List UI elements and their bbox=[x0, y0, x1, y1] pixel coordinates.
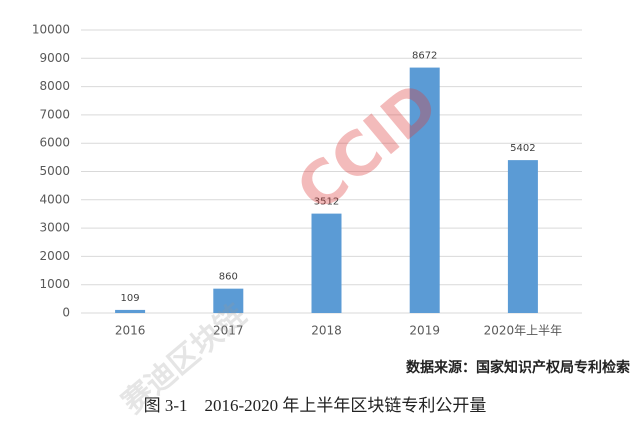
source-note: 数据来源：国家知识产权局专利检索 bbox=[406, 359, 630, 376]
y-tick-label: 3000 bbox=[39, 221, 70, 235]
bar bbox=[213, 288, 244, 313]
y-tick-label: 5000 bbox=[39, 164, 70, 178]
data-label: 3512 bbox=[314, 197, 339, 208]
y-tick-label: 9000 bbox=[39, 51, 70, 65]
bar bbox=[311, 213, 342, 313]
data-label: 5402 bbox=[510, 143, 535, 154]
y-tick-label: 1000 bbox=[39, 277, 70, 291]
bar bbox=[507, 160, 538, 313]
y-tick-label: 4000 bbox=[39, 192, 70, 206]
y-tick-label: 0 bbox=[62, 306, 70, 320]
x-tick-label: 2016 bbox=[115, 324, 146, 338]
data-label: 860 bbox=[219, 272, 238, 283]
x-tick-label: 2020年上半年 bbox=[484, 324, 563, 338]
bar bbox=[115, 309, 146, 313]
y-tick-label: 7000 bbox=[39, 107, 70, 121]
y-tick-label: 6000 bbox=[39, 136, 70, 150]
x-tick-label: 2019 bbox=[409, 324, 440, 338]
y-tick-label: 10000 bbox=[32, 23, 70, 37]
data-label: 109 bbox=[121, 293, 140, 304]
x-tick-label: 2017 bbox=[213, 324, 244, 338]
bar bbox=[409, 67, 440, 313]
y-tick-label: 2000 bbox=[39, 249, 70, 263]
data-label: 8672 bbox=[412, 51, 437, 62]
y-tick-label: 8000 bbox=[39, 79, 70, 93]
x-tick-label: 2018 bbox=[311, 324, 342, 338]
chart-caption: 图 3-1 2016-2020 年上半年区块链专利公开量 bbox=[144, 396, 487, 415]
